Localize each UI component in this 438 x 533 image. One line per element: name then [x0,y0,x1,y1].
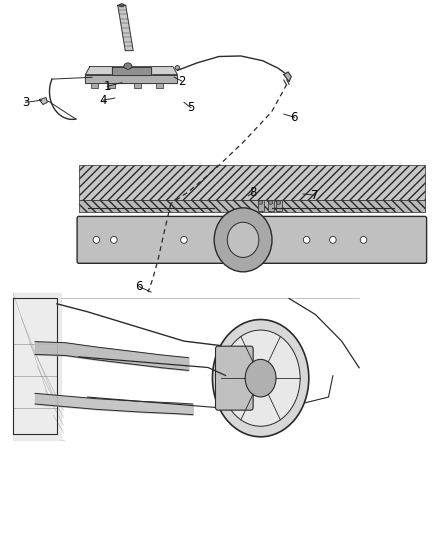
Text: 7: 7 [311,189,318,201]
Polygon shape [39,98,47,104]
Ellipse shape [276,201,281,205]
Text: 4: 4 [99,94,107,107]
FancyBboxPatch shape [156,83,163,88]
Polygon shape [79,165,425,200]
Text: 8: 8 [250,187,257,199]
FancyBboxPatch shape [134,83,141,88]
Ellipse shape [93,237,99,243]
Polygon shape [79,200,425,212]
Text: 5: 5 [187,101,194,114]
Polygon shape [118,5,133,51]
Text: 6: 6 [290,111,298,124]
Ellipse shape [175,66,180,70]
FancyBboxPatch shape [91,83,98,88]
Circle shape [221,330,300,426]
FancyBboxPatch shape [215,346,253,410]
Ellipse shape [360,237,367,243]
Text: 6: 6 [135,280,143,293]
Polygon shape [85,67,177,75]
Polygon shape [13,293,61,440]
FancyBboxPatch shape [276,200,282,211]
Text: 1: 1 [103,80,111,93]
FancyBboxPatch shape [258,200,264,211]
Polygon shape [112,67,151,75]
Text: 3: 3 [22,96,29,109]
Ellipse shape [258,201,263,205]
Ellipse shape [227,222,259,257]
Ellipse shape [180,237,187,243]
Ellipse shape [119,4,124,7]
Ellipse shape [124,63,132,69]
Ellipse shape [110,237,117,243]
Text: 2: 2 [178,75,186,87]
Polygon shape [85,75,177,83]
FancyBboxPatch shape [268,200,274,211]
Circle shape [212,320,309,437]
FancyBboxPatch shape [108,83,115,88]
Polygon shape [284,72,291,82]
FancyBboxPatch shape [77,216,427,263]
Ellipse shape [329,237,336,243]
Ellipse shape [268,201,273,205]
Ellipse shape [214,208,272,272]
Ellipse shape [303,237,310,243]
Circle shape [245,359,276,397]
